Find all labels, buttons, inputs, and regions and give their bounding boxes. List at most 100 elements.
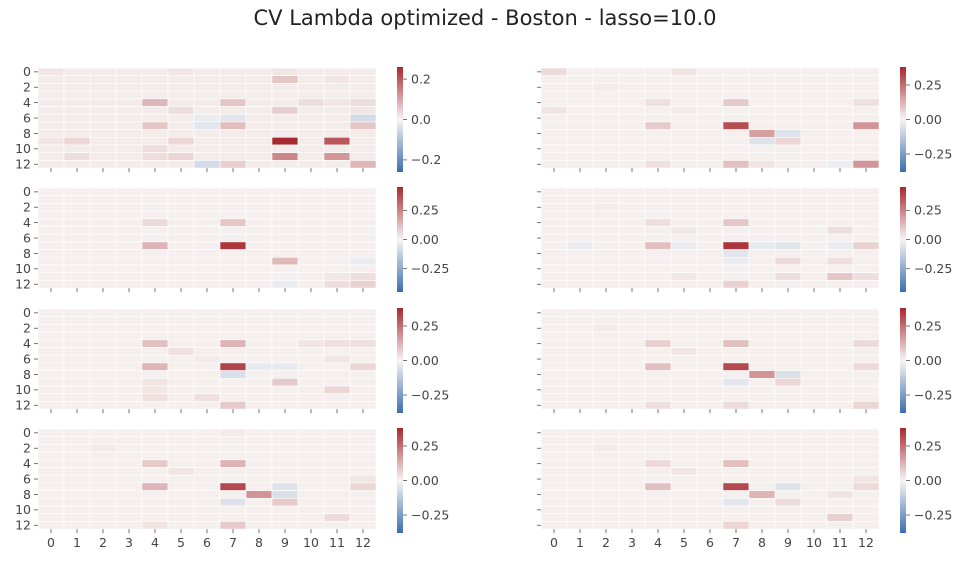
colorbar-tick-label: 0.25 xyxy=(411,318,439,333)
heatmap-cell xyxy=(826,331,854,341)
heatmap-cell xyxy=(323,347,351,356)
colorbar-tick-label: 0.25 xyxy=(411,203,439,218)
heatmap-cell xyxy=(644,121,672,130)
heatmap-cell xyxy=(800,428,828,437)
heatmap-cell xyxy=(670,203,698,212)
heatmap-cell xyxy=(37,137,65,146)
heatmap-cell xyxy=(271,129,299,138)
heatmap-cell xyxy=(323,385,351,394)
heatmap-cell xyxy=(618,316,646,325)
heatmap-cell xyxy=(774,521,802,530)
heatmap-cell xyxy=(618,428,646,437)
heatmap-cell xyxy=(696,280,724,289)
heatmap-cell xyxy=(37,347,65,356)
heatmap-cell xyxy=(115,444,143,453)
heatmap-cell xyxy=(141,377,169,387)
heatmap-cell xyxy=(167,347,195,356)
heatmap-cell xyxy=(63,505,91,514)
heatmap-cell xyxy=(115,256,143,266)
heatmap-cell xyxy=(37,129,65,138)
heatmap-cell xyxy=(722,324,750,333)
heatmap-cell xyxy=(618,241,646,250)
heatmap-cell xyxy=(670,451,698,461)
heatmap-cell xyxy=(271,90,299,100)
heatmap-cell xyxy=(852,233,880,243)
heatmap-cell xyxy=(696,121,724,130)
heatmap-cell xyxy=(800,467,828,476)
heatmap-cell xyxy=(748,459,776,468)
heatmap-cell xyxy=(800,370,828,379)
heatmap-cell xyxy=(566,308,594,317)
heatmap-cell xyxy=(644,129,672,138)
heatmap-cell xyxy=(644,474,672,484)
heatmap-cell xyxy=(245,467,273,476)
heatmap-cell xyxy=(219,160,247,169)
heatmap-cell xyxy=(722,331,750,341)
heatmap-cell xyxy=(826,187,854,196)
heatmap-cell xyxy=(722,467,750,476)
heatmap-cell xyxy=(618,401,646,410)
heatmap-cell xyxy=(644,513,672,522)
heatmap-cell xyxy=(115,385,143,394)
heatmap-cell xyxy=(63,324,91,333)
heatmap-cell xyxy=(774,459,802,468)
heatmap-cell xyxy=(670,362,698,371)
heatmap-cell xyxy=(748,331,776,341)
heatmap-cell xyxy=(245,160,273,169)
heatmap-cell xyxy=(115,497,143,507)
x-tick-label: 9 xyxy=(281,535,289,550)
heatmap-cell xyxy=(566,226,594,235)
heatmap-cell xyxy=(800,385,828,394)
heatmap-cell xyxy=(245,354,273,364)
heatmap-cell xyxy=(592,195,620,204)
heatmap-cell xyxy=(245,256,273,266)
heatmap-cell xyxy=(696,83,724,92)
heatmap-cell xyxy=(37,144,65,153)
heatmap-cell xyxy=(722,393,750,402)
heatmap-cell xyxy=(219,90,247,100)
heatmap-cell xyxy=(63,241,91,250)
heatmap-cell xyxy=(852,331,880,341)
heatmap-cell xyxy=(323,459,351,468)
heatmap-cell xyxy=(670,137,698,146)
heatmap-cell xyxy=(592,354,620,364)
heatmap-cell xyxy=(852,226,880,235)
heatmap-cell xyxy=(37,385,65,394)
heatmap-cell xyxy=(323,241,351,250)
heatmap-cell xyxy=(245,324,273,333)
heatmap-cell xyxy=(63,121,91,130)
heatmap-cell xyxy=(670,280,698,289)
heatmap-cell xyxy=(89,218,117,227)
heatmap-cell xyxy=(297,137,325,146)
heatmap-cell xyxy=(540,152,568,161)
heatmap-cell xyxy=(115,331,143,341)
heatmap-cell xyxy=(89,83,117,92)
heatmap-cell xyxy=(826,370,854,379)
heatmap-cell xyxy=(800,497,828,507)
heatmap-cell xyxy=(644,385,672,394)
heatmap-cell xyxy=(115,428,143,437)
heatmap-cell xyxy=(323,482,351,491)
heatmap-cell xyxy=(297,187,325,196)
y-tick-label: 6 xyxy=(23,230,31,245)
heatmap-cell xyxy=(644,203,672,212)
heatmap-cell xyxy=(722,129,750,138)
heatmap-cell xyxy=(245,113,273,123)
heatmap-cell xyxy=(748,354,776,364)
heatmap-cell xyxy=(540,195,568,204)
heatmap-cell xyxy=(37,187,65,196)
heatmap-cell xyxy=(349,362,377,371)
heatmap-cell xyxy=(618,324,646,333)
heatmap-cell xyxy=(670,308,698,317)
heatmap-cell xyxy=(540,90,568,100)
heatmap-cell xyxy=(167,90,195,100)
heatmap-cell xyxy=(63,137,91,146)
heatmap-cell xyxy=(193,316,221,325)
heatmap-cell xyxy=(245,280,273,289)
heatmap-cell xyxy=(141,324,169,333)
heatmap-cell xyxy=(826,218,854,227)
heatmap-cell xyxy=(852,106,880,115)
heatmap-cell xyxy=(618,256,646,266)
heatmap-cell xyxy=(644,106,672,115)
heatmap-cell xyxy=(722,256,750,266)
